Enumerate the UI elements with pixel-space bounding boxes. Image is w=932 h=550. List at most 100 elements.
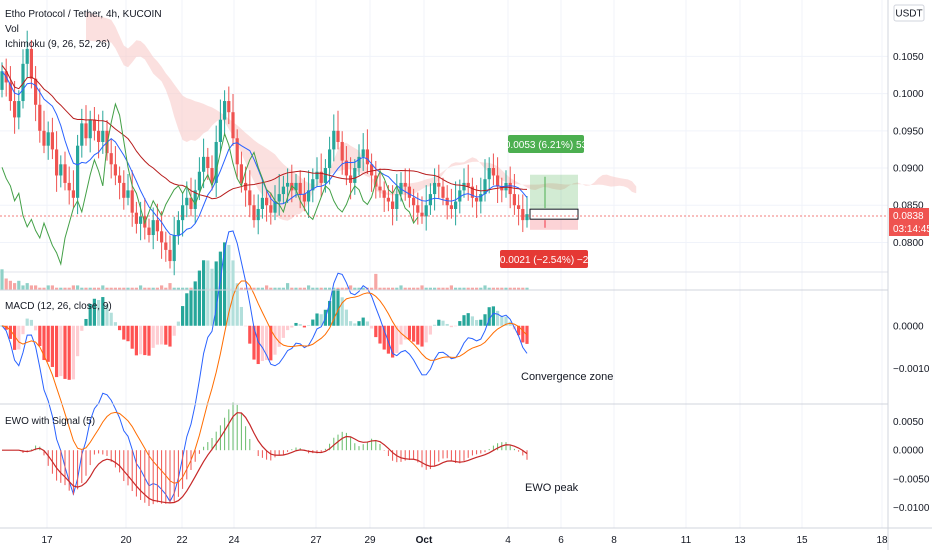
macd-histogram-bar xyxy=(67,325,71,380)
volume-bar xyxy=(34,285,38,290)
volume-bar xyxy=(382,287,386,290)
candle-body xyxy=(378,186,382,191)
volume-bar xyxy=(130,287,134,290)
volume-bar xyxy=(42,287,46,290)
candle-body xyxy=(260,197,264,209)
candle-body xyxy=(235,138,239,165)
macd-histogram-bar xyxy=(487,307,491,326)
volume-bar xyxy=(399,285,403,290)
volume-bar xyxy=(496,287,500,290)
macd-legend[interactable]: MACD (12, 26, close, 9) xyxy=(5,301,112,312)
macd-histogram-bar xyxy=(206,260,210,326)
ewo-legend[interactable]: EWO with Signal (5) xyxy=(5,416,95,427)
candle-body xyxy=(206,156,210,169)
volume-bar xyxy=(491,287,495,290)
candle-body xyxy=(139,216,143,224)
candle-body xyxy=(8,82,12,102)
candle-body xyxy=(193,190,197,209)
last-price-badge xyxy=(889,208,929,236)
macd-histogram-bar xyxy=(382,325,386,350)
symbol-title[interactable]: Etho Protocol / Tether, 4h, KUCOIN xyxy=(5,9,162,20)
candle-body xyxy=(483,179,487,195)
macd-histogram-bar xyxy=(336,289,340,326)
candle-body xyxy=(420,212,424,217)
macd-histogram-bar xyxy=(147,325,151,356)
volume-bar xyxy=(181,287,185,290)
candle-body xyxy=(302,194,306,202)
candle-body xyxy=(126,190,130,198)
candle-body xyxy=(134,212,138,224)
macd-histogram-bar xyxy=(399,325,403,345)
candle-body xyxy=(197,171,201,191)
volume-bar xyxy=(286,283,290,290)
macd-histogram-bar xyxy=(197,270,201,326)
macd-histogram-bar xyxy=(483,314,487,326)
macd-histogram-bar xyxy=(521,325,525,343)
volume-bar xyxy=(403,287,407,290)
volume-bar xyxy=(185,287,189,290)
macd-signal-line xyxy=(1,280,528,484)
macd-histogram-bar xyxy=(311,319,315,326)
volume-bar xyxy=(50,285,54,290)
ewo-tick-label: 0.0000 xyxy=(893,446,924,457)
vol-legend[interactable]: Vol xyxy=(5,24,19,35)
volume-bar xyxy=(416,287,420,290)
long-position-tool[interactable] xyxy=(529,174,579,230)
volume-bar xyxy=(147,287,151,290)
volume-bar xyxy=(239,287,243,290)
candle-body xyxy=(256,208,260,221)
volume-bar xyxy=(273,287,277,290)
currency-button[interactable] xyxy=(893,4,925,22)
volume-bar xyxy=(71,285,75,290)
candle-body xyxy=(298,182,302,195)
macd-histogram-bar xyxy=(122,325,126,340)
macd-histogram-bar xyxy=(17,325,21,350)
candle-body xyxy=(29,48,33,79)
volume-bar xyxy=(378,287,382,290)
macd-tick-label: 0.0000 xyxy=(893,321,924,332)
candle-body xyxy=(67,182,71,191)
volume-bar xyxy=(395,287,399,290)
volume-bar xyxy=(521,287,525,290)
macd-histogram-bar xyxy=(181,306,185,326)
volume-bar xyxy=(517,287,521,290)
macd-histogram-bar xyxy=(227,244,231,326)
volume-bar xyxy=(311,287,315,290)
volume-bar xyxy=(38,287,42,290)
candle-body xyxy=(118,175,122,183)
volume-bar xyxy=(172,287,176,290)
volume-bar xyxy=(336,287,340,290)
macd-histogram-bar xyxy=(210,268,214,326)
macd-panel xyxy=(0,230,529,503)
candle-body xyxy=(168,249,172,262)
volume-bar xyxy=(407,287,411,290)
candle-body xyxy=(223,101,227,120)
candle-body xyxy=(445,197,449,206)
candle-body xyxy=(181,205,185,221)
macd-histogram-bar xyxy=(172,325,176,336)
entry-box[interactable] xyxy=(529,208,579,220)
volume-bar xyxy=(122,287,126,290)
price-axis[interactable]: 0.1050 0.1000 0.0950 0.0900 0.0850 0.0800 0.00… xyxy=(893,52,930,514)
volume-bar xyxy=(483,285,487,290)
candle-body xyxy=(391,201,395,209)
candle-body xyxy=(34,78,38,105)
macd-histogram-bar xyxy=(517,325,521,336)
volume-bar xyxy=(244,287,248,290)
profit-zone[interactable] xyxy=(530,174,578,215)
ichimoku-legend[interactable]: Ichimoku (9, 26, 52, 26) xyxy=(5,39,110,50)
macd-histogram-bar xyxy=(470,316,474,326)
volume-bar xyxy=(134,287,138,290)
time-axis[interactable]: 17 20 22 24 27 29 Oct 4 6 8 11 13 15 18 xyxy=(41,535,888,546)
candle-body xyxy=(424,205,428,217)
candle-body xyxy=(147,227,151,236)
price-tick-label: 0.0850 xyxy=(893,201,924,212)
macd-histogram-bar xyxy=(315,313,319,326)
candle-body xyxy=(239,164,243,183)
candle-body xyxy=(500,186,504,191)
macd-histogram-bar xyxy=(260,325,264,361)
candle-body xyxy=(97,130,101,142)
candle-body xyxy=(176,220,180,236)
candle-body xyxy=(130,190,134,213)
volume-bar xyxy=(386,287,390,290)
